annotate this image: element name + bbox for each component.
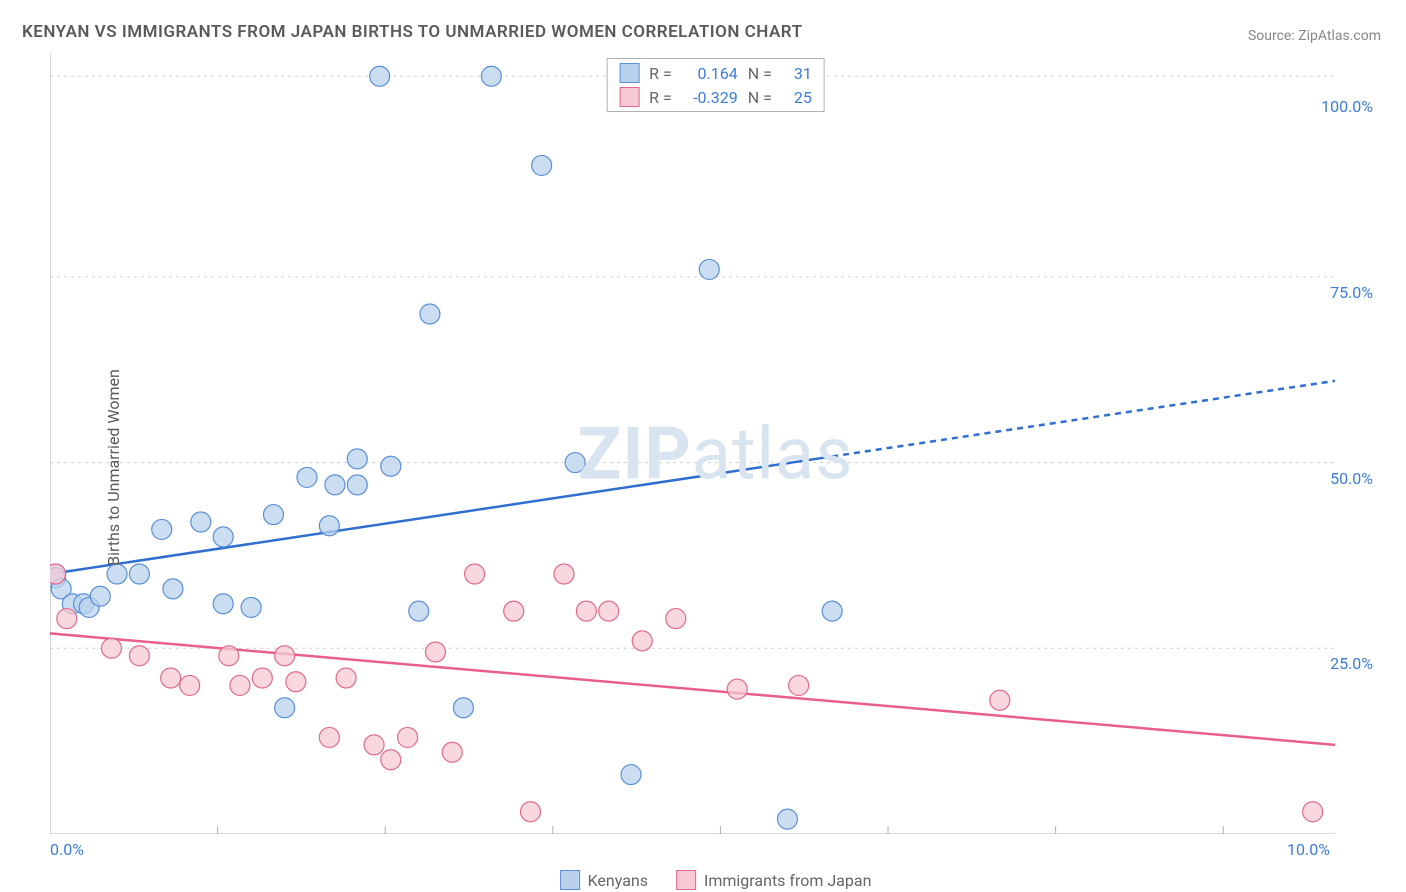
series-legend-item: Kenyans <box>560 870 648 890</box>
scatter-plot <box>50 54 1335 834</box>
legend-swatch <box>619 87 639 107</box>
chart-area: Births to Unmarried Women ZIPatlas R =0.… <box>50 54 1381 862</box>
y-tick-label: 25.0% <box>1330 654 1373 673</box>
y-tick-label: 75.0% <box>1330 283 1373 302</box>
x-tick-label: 0.0% <box>50 840 84 859</box>
n-label: N = <box>748 64 772 83</box>
correlation-legend-row: R = -0.329 N = 25 <box>607 85 824 109</box>
source-prefix: Source: <box>1248 28 1298 44</box>
y-axis-label: Births to Unmarried Women <box>104 369 123 566</box>
n-label: N = <box>748 88 772 107</box>
chart-title: KENYAN VS IMMIGRANTS FROM JAPAN BIRTHS T… <box>22 22 803 42</box>
x-tick-label: 10.0% <box>1287 840 1330 859</box>
r-value: -0.329 <box>682 88 738 107</box>
legend-swatch <box>619 63 639 83</box>
correlation-legend-row: R = 0.164 N = 31 <box>607 61 824 85</box>
legend-swatch <box>676 870 696 890</box>
y-tick-label: 50.0% <box>1330 469 1373 488</box>
series-name: Kenyans <box>588 871 648 890</box>
source-attribution: Source: ZipAtlas.com <box>1248 28 1381 44</box>
series-legend: Kenyans Immigrants from Japan <box>560 870 872 890</box>
n-value: 31 <box>782 64 812 83</box>
r-label: R = <box>649 88 672 107</box>
source-link[interactable]: ZipAtlas.com <box>1298 28 1381 44</box>
y-tick-label: 100.0% <box>1321 97 1373 116</box>
r-value: 0.164 <box>682 64 738 83</box>
r-label: R = <box>649 64 672 83</box>
n-value: 25 <box>782 88 812 107</box>
correlation-legend: R = 0.164 N = 31 R = -0.329 N = 25 <box>606 58 825 112</box>
legend-swatch <box>560 870 580 890</box>
series-legend-item: Immigrants from Japan <box>676 870 871 890</box>
series-name: Immigrants from Japan <box>704 871 871 890</box>
